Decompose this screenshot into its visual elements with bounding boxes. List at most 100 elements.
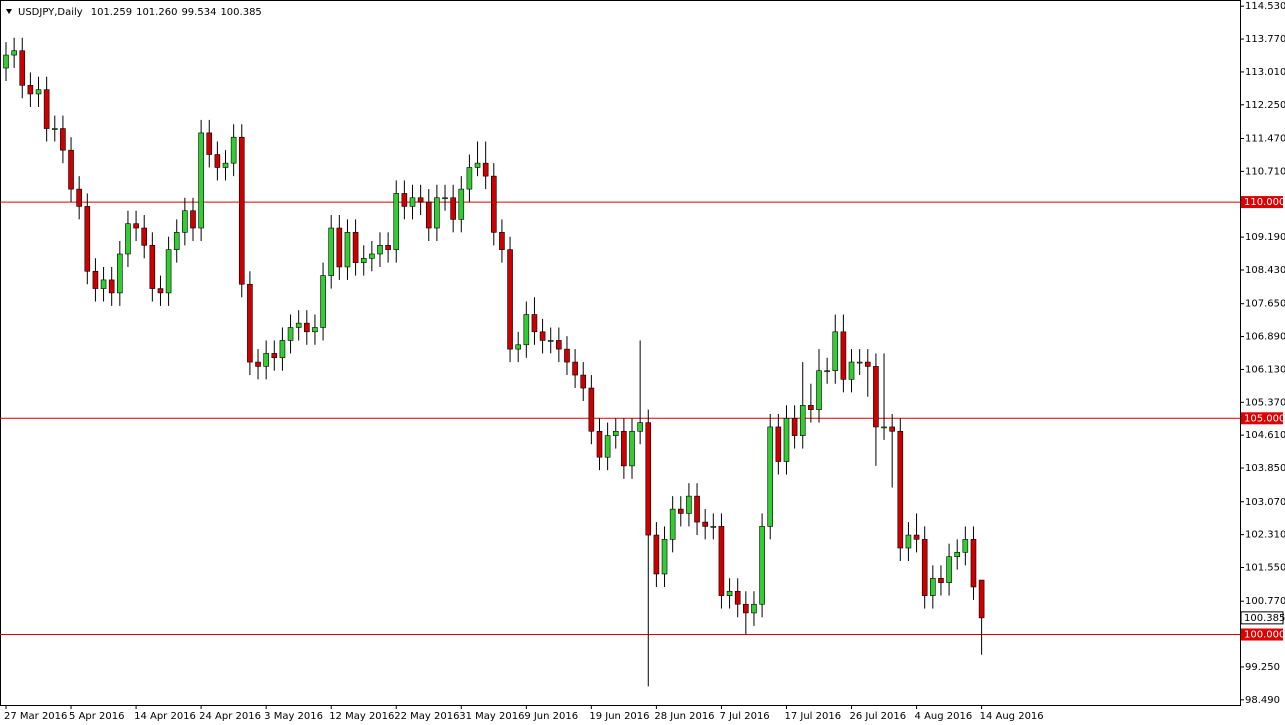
candle-body <box>978 579 985 619</box>
candle-body <box>881 426 887 429</box>
candle-body <box>304 322 310 333</box>
candle-body <box>913 534 920 540</box>
y-tick-label: 102.310 <box>1245 530 1285 541</box>
candle-body <box>596 430 603 458</box>
candle-body <box>482 162 489 177</box>
y-tick-label: 98.490 <box>1245 695 1280 706</box>
candle-body <box>718 526 725 596</box>
x-tick-label: 27 Mar 2016 <box>4 711 67 722</box>
candle-body <box>3 54 9 69</box>
candle-body <box>141 227 148 246</box>
x-tick-label: 12 May 2016 <box>329 711 394 722</box>
y-tick-label: 113.770 <box>1245 34 1285 45</box>
candle-body <box>393 193 400 250</box>
candle-body <box>751 603 757 614</box>
candle-body <box>230 136 237 164</box>
candle-body <box>417 197 424 203</box>
candle-body <box>222 162 229 168</box>
candle-body <box>921 539 928 596</box>
x-tick-label: 19 Jun 2016 <box>589 711 649 722</box>
candle-body <box>238 136 245 285</box>
candle-body <box>108 279 115 294</box>
y-tick-label: 106.130 <box>1245 364 1285 375</box>
x-tick-label: 3 May 2016 <box>264 711 323 722</box>
candle-body <box>206 132 213 155</box>
candle-body <box>873 366 879 428</box>
candle-body <box>840 331 847 380</box>
candle-body <box>35 89 42 95</box>
candle-body <box>694 495 700 523</box>
candle-body <box>677 508 684 514</box>
candle-body <box>531 314 538 333</box>
y-tick-label: 113.010 <box>1245 67 1285 78</box>
candle-body <box>27 85 34 95</box>
candle-body <box>799 405 806 436</box>
candle-body <box>897 430 904 549</box>
candle-body <box>214 154 221 168</box>
level-label-bg <box>1241 412 1283 425</box>
candle-body <box>572 361 578 376</box>
candle-body <box>726 590 733 596</box>
candle-body <box>564 348 570 363</box>
candle-body <box>377 245 383 255</box>
x-tick-label: 9 Jun 2016 <box>524 711 578 722</box>
candle-body <box>76 188 82 207</box>
candle-body <box>621 430 627 467</box>
y-tick-label: 108.430 <box>1245 265 1285 276</box>
candle-body <box>287 327 294 341</box>
candle-body <box>832 331 839 372</box>
candle-body <box>905 534 912 549</box>
candle-body <box>864 361 871 367</box>
y-tick-label: 100.770 <box>1245 596 1285 607</box>
candle-body <box>824 370 830 373</box>
candle-body <box>970 539 977 588</box>
level-label-bg <box>1241 196 1283 209</box>
candle-body <box>930 577 936 596</box>
candle-body <box>588 387 595 432</box>
candle-body <box>182 210 188 233</box>
candle-body <box>474 162 481 168</box>
candle-body <box>848 361 855 380</box>
level-label: 100.000 <box>1244 630 1285 641</box>
candle-body <box>604 435 611 458</box>
candle-body <box>954 552 961 557</box>
menu-arrow[interactable] <box>6 9 12 14</box>
x-tick-label: 17 Jul 2016 <box>784 711 841 722</box>
y-tick-label: 105.370 <box>1245 397 1285 408</box>
current-price-label: 100.385 <box>1244 613 1285 624</box>
candle-body <box>336 227 343 268</box>
candle-body <box>547 340 554 342</box>
y-tick-label: 110.710 <box>1245 166 1285 177</box>
x-tick-label: 22 May 2016 <box>394 711 459 722</box>
level-label-bg <box>1241 628 1283 641</box>
candle-body <box>11 50 17 56</box>
candle-body <box>702 521 708 527</box>
candle-body <box>401 193 408 207</box>
candle-body <box>938 577 944 583</box>
candle-body <box>450 197 456 220</box>
candle-body <box>295 322 302 328</box>
x-tick-label: 5 Apr 2016 <box>69 711 124 722</box>
candle-body <box>442 197 448 200</box>
candle-body <box>369 253 375 259</box>
candle-body <box>263 353 269 367</box>
chart-header: USDJPY,Daily 101.259 101.260 99.534 100.385 <box>18 7 262 18</box>
candle-body <box>661 539 668 575</box>
candle-body <box>60 128 66 151</box>
candle-body <box>247 283 253 363</box>
candle-body <box>653 534 660 575</box>
candle-body <box>352 232 359 263</box>
x-tick-label: 31 May 2016 <box>459 711 524 722</box>
candle-body <box>556 340 562 350</box>
y-tick-label: 109.190 <box>1245 232 1285 243</box>
y-tick-label: 104.610 <box>1245 430 1285 441</box>
quote-low: 99.534 <box>181 7 216 18</box>
candle-body <box>856 361 863 364</box>
candle-body <box>157 288 164 294</box>
candle-body <box>19 50 26 86</box>
candle-body <box>759 526 765 605</box>
candle-body <box>962 539 969 553</box>
y-tick-label: 99.250 <box>1245 662 1280 673</box>
candle-body <box>434 197 440 229</box>
candle-body <box>198 132 204 229</box>
